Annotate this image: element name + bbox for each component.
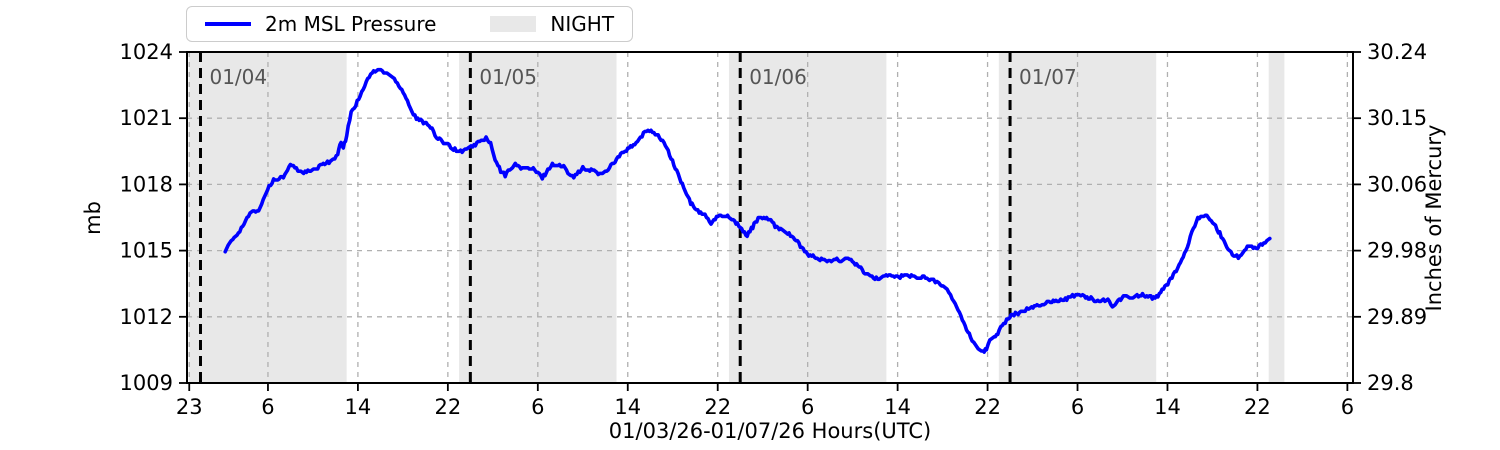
pressure-legend-label: 2m MSL Pressure xyxy=(265,12,437,36)
night-band xyxy=(459,52,617,383)
y-tick-label-left: 1024 xyxy=(120,40,173,64)
x-tick-label: 22 xyxy=(974,395,1001,419)
date-annotation: 01/07 xyxy=(1019,65,1077,89)
x-axis-label: 01/03/26-01/07/26 Hours(UTC) xyxy=(609,419,931,443)
date-annotation: 01/05 xyxy=(479,65,537,89)
pressure-line-swatch-icon xyxy=(205,22,251,26)
night-band xyxy=(189,52,347,383)
x-tick-label: 14 xyxy=(614,395,641,419)
y-axis-label-left: mb xyxy=(81,201,105,235)
date-annotation: 01/04 xyxy=(209,65,267,89)
x-tick-label: 14 xyxy=(884,395,911,419)
night-band xyxy=(998,52,1157,383)
x-tick-label: 23 xyxy=(176,395,203,419)
y-tick-label-left: 1009 xyxy=(120,371,173,395)
x-tick-label: 22 xyxy=(704,395,731,419)
y-tick-label-left: 1021 xyxy=(120,106,173,130)
x-tick-label: 14 xyxy=(1154,395,1181,419)
night-legend-label: NIGHT xyxy=(550,12,615,36)
x-tick-label: 22 xyxy=(1244,395,1271,419)
y-tick-label-left: 1018 xyxy=(120,172,173,196)
y-axis-label-right: Inches of Mercury xyxy=(1422,125,1446,312)
y-tick-label-right: 30.15 xyxy=(1367,106,1427,130)
y-tick-label-left: 1015 xyxy=(120,239,173,263)
y-tick-label-right: 29.8 xyxy=(1367,371,1414,395)
y-tick-label-right: 29.89 xyxy=(1367,305,1427,329)
night-patch-swatch-icon xyxy=(490,16,537,32)
night-band xyxy=(1268,52,1285,383)
y-tick-label-right: 30.24 xyxy=(1367,40,1427,64)
date-annotation: 01/06 xyxy=(749,65,807,89)
x-tick-label: 22 xyxy=(434,395,461,419)
y-tick-label-left: 1012 xyxy=(120,305,173,329)
y-tick-label-right: 30.06 xyxy=(1367,172,1427,196)
legend: 2m MSL Pressure NIGHT xyxy=(186,6,634,42)
y-tick-label-right: 29.98 xyxy=(1367,239,1427,263)
night-band xyxy=(728,52,887,383)
x-tick-label: 6 xyxy=(261,395,274,419)
x-tick-label: 6 xyxy=(531,395,544,419)
pressure-line xyxy=(223,67,1272,354)
x-tick-label: 14 xyxy=(345,395,372,419)
plot-border xyxy=(186,51,1354,384)
x-tick-label: 6 xyxy=(801,395,814,419)
x-tick-label: 6 xyxy=(1341,395,1354,419)
x-tick-label: 6 xyxy=(1071,395,1084,419)
